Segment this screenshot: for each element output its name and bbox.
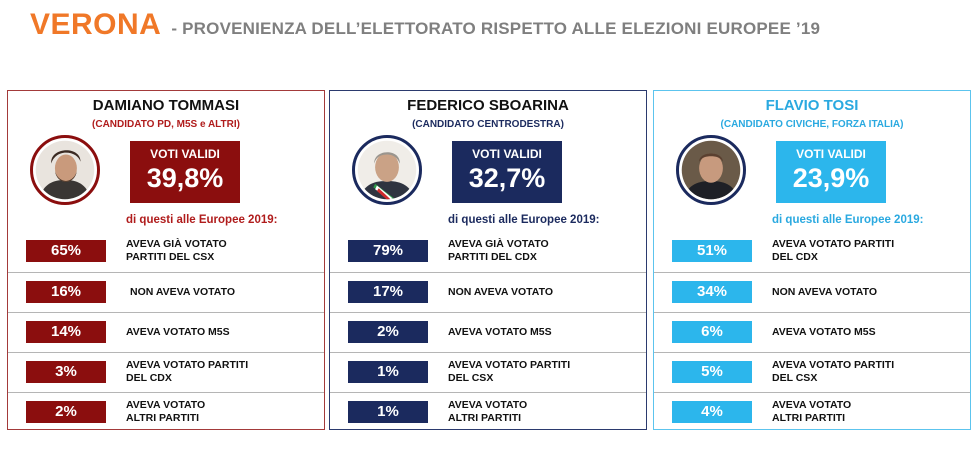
row-description: AVEVA VOTATO PARTITI DEL CSX (772, 359, 895, 384)
valid-votes-box: VOTI VALIDI 32,7% (452, 141, 562, 203)
pct-badge: 1% (348, 361, 428, 383)
row-description: AVEVA VOTATO M5S (448, 326, 552, 338)
pct-badge: 5% (672, 361, 752, 383)
candidate-party: (CANDIDATO PD, M5S e ALTRI) (92, 119, 240, 130)
table-row: 2% AVEVA VOTATO M5S (330, 312, 646, 352)
portrait-icon (681, 140, 741, 200)
table-row: 3% AVEVA VOTATO PARTITI DEL CDX (8, 352, 324, 392)
row-description: AVEVA VOTATO PARTITI DEL CDX (126, 359, 249, 384)
pct-badge: 65% (26, 240, 106, 262)
table-row: 34% NON AVEVA VOTATO (654, 272, 970, 312)
table-row: 5% AVEVA VOTATO PARTITI DEL CSX (654, 352, 970, 392)
pct-badge: 16% (26, 281, 106, 303)
pct-badge: 51% (672, 240, 752, 262)
candidate-photo-avatar (30, 135, 100, 205)
valid-votes-label: VOTI VALIDI (150, 147, 220, 161)
pct-badge: 79% (348, 240, 428, 262)
page-header: VERONA - PROVENIENZA DELL’ELETTORATO RISP… (30, 8, 820, 42)
table-row: 65% AVEVA GIÀ VOTATO PARTITI DEL CSX (8, 232, 324, 272)
table-row: 51% AVEVA VOTATO PARTITI DEL CDX (654, 232, 970, 272)
candidate-photo-avatar (676, 135, 746, 205)
portrait-icon (357, 140, 417, 200)
candidate-party: (CANDIDATO CENTRODESTRA) (412, 119, 564, 130)
table-row: 79% AVEVA GIÀ VOTATO PARTITI DEL CDX (330, 232, 646, 272)
row-description: AVEVA VOTATO ALTRI PARTITI (772, 399, 852, 424)
candidate-name: DAMIANO TOMMASI (92, 97, 240, 114)
europe-2019-intro: di questi alle Europee 2019: (448, 214, 600, 226)
row-description: NON AVEVA VOTATO (130, 286, 236, 298)
row-description: AVEVA VOTATO M5S (772, 326, 876, 338)
origin-rows: 65% AVEVA GIÀ VOTATO PARTITI DEL CSX 16% N… (8, 232, 324, 432)
pct-badge: 2% (348, 321, 428, 343)
europe-2019-intro: di questi alle Europee 2019: (772, 214, 924, 226)
row-description: NON AVEVA VOTATO (448, 286, 554, 298)
candidate-name: FEDERICO SBOARINA (407, 97, 569, 114)
candidate-party: (CANDIDATO CIVICHE, FORZA ITALIA) (720, 119, 904, 130)
candidate-photo-avatar (352, 135, 422, 205)
row-description: AVEVA GIÀ VOTATO PARTITI DEL CDX (448, 238, 549, 263)
candidate-panel-sboarina: FEDERICO SBOARINA (CANDIDATO CENTRODESTR… (329, 90, 647, 430)
valid-votes-box: VOTI VALIDI 23,9% (776, 141, 886, 203)
valid-votes-label: VOTI VALIDI (796, 147, 866, 161)
valid-votes-value: 23,9% (792, 163, 870, 193)
table-row: 6% AVEVA VOTATO M5S (654, 312, 970, 352)
table-row: 1% AVEVA VOTATO PARTITI DEL CSX (330, 352, 646, 392)
table-row: 4% AVEVA VOTATO ALTRI PARTITI (654, 392, 970, 432)
row-description: AVEVA GIÀ VOTATO PARTITI DEL CSX (126, 238, 227, 263)
valid-votes-label: VOTI VALIDI (472, 147, 542, 161)
origin-rows: 51% AVEVA VOTATO PARTITI DEL CDX 34% NON A… (654, 232, 970, 432)
pct-badge: 1% (348, 401, 428, 423)
pct-badge: 34% (672, 281, 752, 303)
candidate-name: FLAVIO TOSI (765, 97, 859, 114)
valid-votes-value: 39,8% (146, 163, 224, 193)
page-subtitle: - PROVENIENZA DELL’ELETTORATO RISPETTO A… (171, 19, 821, 38)
row-description: AVEVA VOTATO PARTITI DEL CSX (448, 359, 571, 384)
pct-badge: 2% (26, 401, 106, 423)
row-description: AVEVA VOTATO M5S (126, 326, 230, 338)
row-description: AVEVA VOTATO ALTRI PARTITI (448, 399, 528, 424)
row-description: NON AVEVA VOTATO (772, 286, 878, 298)
row-description: AVEVA VOTATO ALTRI PARTITI (126, 399, 206, 424)
table-row: 14% AVEVA VOTATO M5S (8, 312, 324, 352)
city-title: VERONA (30, 8, 162, 41)
pct-badge: 4% (672, 401, 752, 423)
table-row: 2% AVEVA VOTATO ALTRI PARTITI (8, 392, 324, 432)
table-row: 16% NON AVEVA VOTATO (8, 272, 324, 312)
pct-badge: 6% (672, 321, 752, 343)
pct-badge: 3% (26, 361, 106, 383)
pct-badge: 17% (348, 281, 428, 303)
valid-votes-box: VOTI VALIDI 39,8% (130, 141, 240, 203)
origin-rows: 79% AVEVA GIÀ VOTATO PARTITI DEL CDX 17% N… (330, 232, 646, 432)
table-row: 1% AVEVA VOTATO ALTRI PARTITI (330, 392, 646, 432)
europe-2019-intro: di questi alle Europee 2019: (126, 214, 278, 226)
pct-badge: 14% (26, 321, 106, 343)
row-description: AVEVA VOTATO PARTITI DEL CDX (772, 238, 895, 263)
candidate-panel-tommasi: DAMIANO TOMMASI (CANDIDATO PD, M5S e ALT… (7, 90, 325, 430)
valid-votes-value: 32,7% (468, 163, 546, 193)
portrait-icon (35, 140, 95, 200)
table-row: 17% NON AVEVA VOTATO (330, 272, 646, 312)
candidate-panel-tosi: FLAVIO TOSI (CANDIDATO CIVICHE, FORZA IT… (653, 90, 971, 430)
